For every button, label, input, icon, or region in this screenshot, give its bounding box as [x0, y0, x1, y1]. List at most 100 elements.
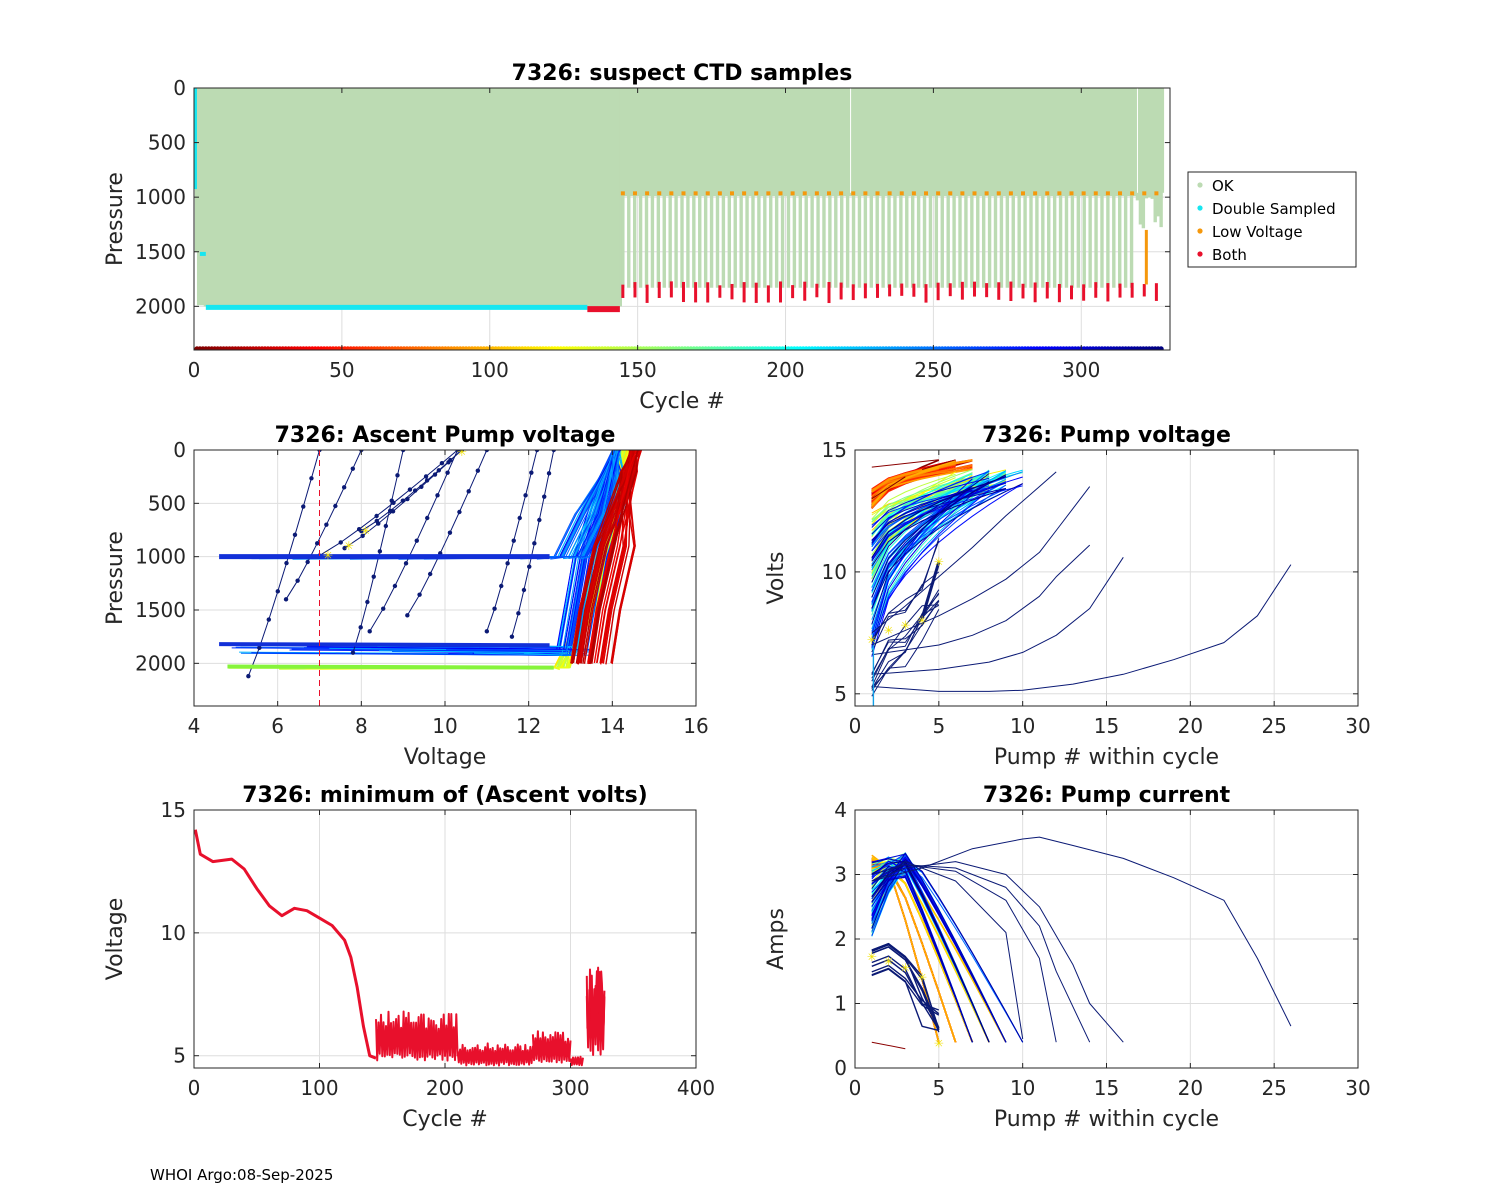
pump-voltage-line [871, 459, 973, 493]
x-axis-label: Pump # within cycle [994, 1107, 1219, 1132]
x-tick-label: 0 [188, 1076, 201, 1100]
x-tick-label: 50 [329, 358, 354, 382]
pump-voltage-line [871, 483, 1023, 609]
ascent-profile-point [407, 487, 413, 492]
first-pump-marker: ✳ [457, 445, 467, 459]
ascent-profile-point [309, 476, 314, 481]
y-tick-label: 5 [834, 682, 847, 706]
ascent-profile-point [457, 509, 462, 515]
x-tick-label: 25 [1261, 714, 1286, 738]
x-tick-label: 14 [600, 714, 625, 738]
ascent-profile-point [305, 559, 310, 565]
ascent-profile-point [387, 508, 393, 513]
pump-current-line [871, 861, 1024, 1040]
x-tick-label: 0 [849, 1076, 862, 1100]
y-tick-label: 4 [834, 798, 847, 822]
y-tick-label: 1500 [135, 240, 186, 264]
ascent-start-band [227, 664, 554, 670]
y-tick-label: 10 [822, 560, 847, 584]
ascent-profile-point [475, 468, 481, 473]
sample-points [194, 88, 1165, 313]
x-tick-label: 300 [1062, 358, 1100, 382]
pump-current-line [871, 942, 940, 1028]
first-pump-marker: ✳ [323, 549, 333, 563]
ascent-profile-point [427, 571, 433, 577]
x-tick-label: 10 [432, 714, 457, 738]
ascent-profile-point [400, 498, 406, 503]
pump-voltage-line [871, 490, 990, 657]
min-volts-line [569, 1055, 584, 1067]
chart-title: 7326: Pump current [983, 783, 1231, 808]
ok-profile [196, 88, 620, 306]
x-tick-label: 20 [1178, 1076, 1203, 1100]
x-tick-label: 150 [619, 358, 657, 382]
legend-label-double-sampled: Double Sampled [1212, 200, 1336, 218]
pump-voltage-line [871, 473, 990, 625]
ascent-profile-point [445, 470, 450, 475]
ascent-profile-point [516, 611, 521, 616]
min-volts-line [456, 1042, 534, 1067]
cycle-color-marker [1158, 346, 1164, 350]
pump-current-lines: ✳ ✳ ✳ ✳ ✳ [867, 836, 1292, 1050]
y-tick-label: 5 [173, 1044, 186, 1068]
first-pump-marker: ✳ [917, 971, 927, 985]
ascent-profile-point [523, 493, 528, 498]
ascent-profile-point [423, 474, 429, 479]
pump-voltage-line [871, 571, 940, 653]
pump-voltage-line [871, 459, 939, 468]
x-tick-label: 100 [300, 1076, 338, 1100]
pump-current-line [871, 861, 990, 1043]
ascent-profile-point [459, 450, 464, 453]
x-tick-label: 20 [1178, 714, 1203, 738]
legend-marker-both [1197, 251, 1203, 257]
pump-voltage-line [871, 471, 1057, 634]
ascent-profile-line [580, 450, 638, 664]
pump-voltage-line [871, 473, 956, 520]
ascent-profile-point [374, 518, 379, 524]
y-axis-label: Pressure [103, 531, 128, 625]
first-pump-marker: ✳ [360, 524, 370, 538]
ascent-profile-point [405, 613, 410, 618]
ascent-profile-point [338, 540, 343, 545]
x-tick-label: 6 [271, 714, 284, 738]
ascent-profile-point [374, 513, 379, 519]
x-tick-label: 250 [914, 358, 952, 382]
pump-current-line [871, 967, 939, 1032]
y-tick-label: 3 [834, 863, 847, 887]
ascent-profile-point [360, 533, 365, 539]
first-pump-marker: ✳ [884, 955, 894, 969]
pump-voltage-line [871, 484, 1007, 649]
ascent-profile-line [562, 450, 618, 560]
ascent-profile-point [546, 471, 552, 476]
pump-voltage-line [871, 489, 973, 535]
pump-voltage-line [871, 476, 1007, 558]
first-pump-marker: ✳ [900, 619, 910, 633]
pump-voltage-line [871, 482, 990, 544]
x-axis-label: Voltage [404, 745, 487, 770]
ascent-profile-point [424, 478, 430, 483]
y-tick-label: 10 [161, 921, 186, 945]
y-tick-label: 500 [148, 131, 186, 155]
ascent-profile-point [492, 606, 497, 611]
pump-voltage-line [871, 473, 973, 543]
x-tick-label: 25 [1261, 1076, 1286, 1100]
ascent-profile-point [341, 485, 347, 490]
min-volts-series [194, 829, 606, 1067]
ascent-profile-point [257, 645, 262, 651]
pump-voltage-line [871, 477, 990, 528]
ascent-profile-point [246, 673, 251, 679]
y-tick-label: 0 [173, 438, 186, 462]
pump-voltage-line [871, 604, 939, 679]
ascent-profile-line [473, 450, 620, 656]
x-tick-label: 200 [766, 358, 804, 382]
pump-current-line [871, 864, 1057, 1043]
x-tick-label: 4 [188, 714, 201, 738]
ascent-profile-point [403, 561, 409, 566]
x-tick-label: 12 [516, 714, 541, 738]
x-tick-label: 400 [677, 1076, 715, 1100]
pump-voltage-line [871, 460, 956, 507]
pump-current-line [871, 1041, 906, 1050]
ascent-profile-point [283, 597, 289, 602]
ascent-profile-point [436, 468, 442, 473]
